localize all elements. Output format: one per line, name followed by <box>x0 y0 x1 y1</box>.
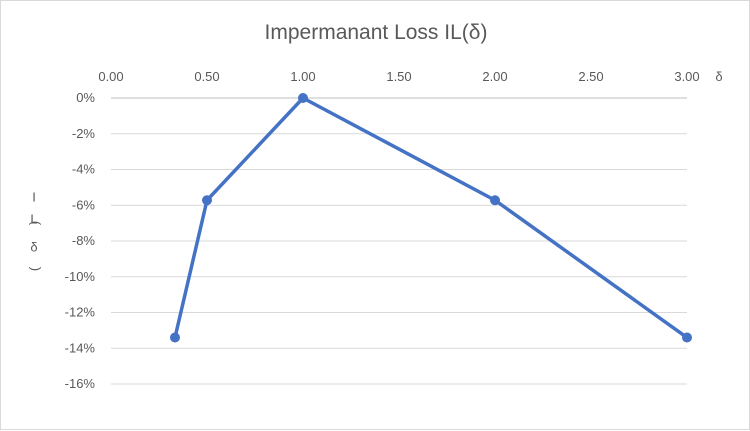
x-tick-label-0: 0.00 <box>98 69 123 84</box>
data-point-3 <box>490 195 500 206</box>
data-point-1 <box>202 195 212 206</box>
y-axis-label: IL ( δ) <box>27 190 42 272</box>
x-tick-label-2: 1.00 <box>290 69 315 84</box>
chart-title: Impermanant Loss IL(δ) <box>265 21 488 44</box>
x-tick-label-3: 1.50 <box>386 69 411 84</box>
y-axis-label-char-1: L <box>30 212 37 227</box>
x-tick-label-5: 2.50 <box>578 69 603 84</box>
y-axis-label-char-0: I <box>32 190 36 205</box>
x-tick-label-4: 2.00 <box>482 69 507 84</box>
y-tick-label-2: -4% <box>72 162 96 177</box>
y-tick-label-6: -12% <box>65 305 96 320</box>
y-axis-label-char-2: ( <box>27 266 42 271</box>
y-tick-label-1: -2% <box>72 126 96 141</box>
x-tick-label-1: 0.50 <box>194 69 219 84</box>
y-tick-label-4: -8% <box>72 233 96 248</box>
y-tick-label-8: -16% <box>65 376 96 391</box>
x-axis-label: δ <box>715 69 722 84</box>
y-axis-tick-labels: 0% -2% -4% -6% -8% -10% -12% -14% -16% <box>65 90 96 391</box>
data-point-0 <box>169 332 180 343</box>
y-axis-label-char-4: ) <box>27 221 42 225</box>
y-tick-label-7: -14% <box>65 340 96 355</box>
series-1 <box>169 93 692 343</box>
x-axis-tick-labels: 0.00 0.50 1.00 1.50 2.00 2.50 3.00 <box>98 69 699 84</box>
y-tick-label-3: -6% <box>72 197 96 212</box>
data-point-4 <box>682 332 692 343</box>
y-axis-label-char-3: δ <box>30 240 37 255</box>
data-point-2 <box>298 93 308 103</box>
y-tick-label-5: -10% <box>65 269 96 284</box>
y-tick-label-0: 0% <box>76 90 95 105</box>
x-tick-label-6: 3.00 <box>674 69 699 84</box>
